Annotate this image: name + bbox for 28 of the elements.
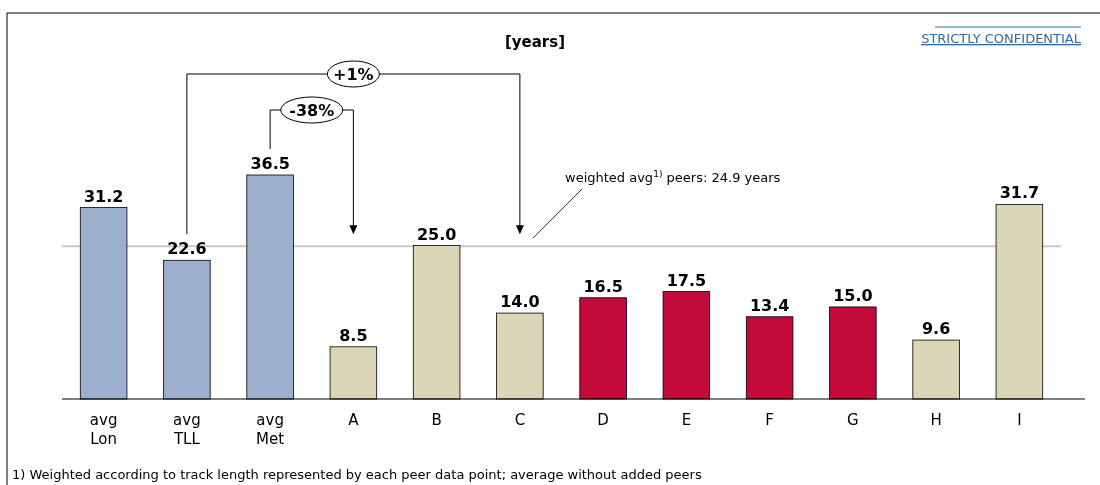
x-tick-label: B — [431, 411, 442, 429]
data-label: 9.6 — [921, 319, 951, 339]
data-label: 14.0 — [500, 292, 540, 312]
data-label: 17.5 — [666, 270, 707, 290]
x-tick-label: D — [597, 411, 609, 429]
data-label: 8.5 — [339, 325, 368, 345]
data-label: 22.6 — [167, 239, 207, 259]
x-tick-label: avg Met — [256, 411, 285, 448]
data-label: 15.0 — [833, 285, 873, 305]
data-label: 25.0 — [416, 224, 457, 244]
x-tick-label: avg TLL — [172, 411, 201, 448]
data-label: 16.5 — [583, 276, 623, 296]
x-tick-label: F — [765, 411, 774, 429]
chart-title: [years] — [504, 33, 566, 51]
text: 1) Weighted according to track length represented by each peer data point; average without added peers — [12, 467, 702, 482]
x-tick-label: avg Lon — [89, 411, 118, 448]
data-label: 36.5 — [250, 154, 290, 173]
ref-line-label: weighted avg$^{1)}$ peers: 24.9 years — [565, 169, 781, 185]
x-tick-label: H — [930, 411, 942, 429]
x-tick-label: E — [681, 411, 692, 429]
x-tick-label: A — [348, 411, 360, 429]
data-label: 13.4 — [749, 295, 790, 315]
data-label: 31.7 — [999, 183, 1040, 203]
x-tick-label: G — [847, 411, 859, 429]
x-tick-label: I — [1017, 411, 1022, 429]
x-tick-label: C — [514, 411, 526, 429]
text: STRICTLY CONFIDENTIAL — [921, 31, 1082, 46]
data-label: 31.2 — [83, 186, 124, 206]
